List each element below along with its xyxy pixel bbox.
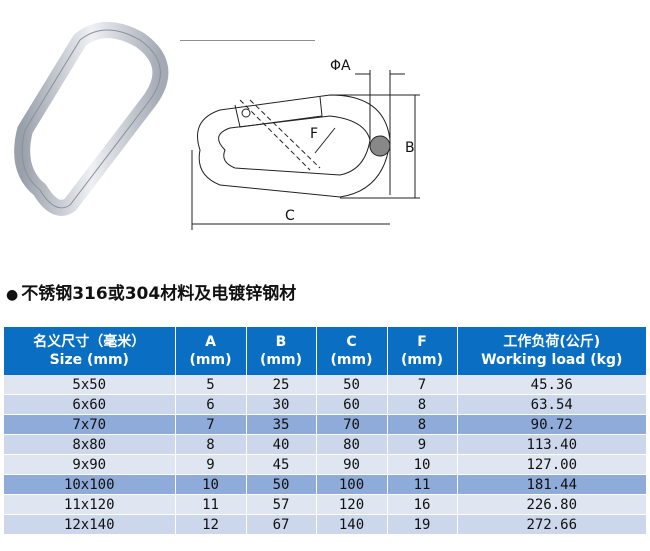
table-cell: 113.40: [457, 434, 647, 455]
table-row: 6x60 6 30 60 8 63.54: [4, 394, 647, 415]
header-cn: C: [346, 334, 357, 350]
table-cell: 6: [175, 394, 247, 415]
table-cell: 50: [316, 375, 388, 395]
table-cell: 5x50: [4, 375, 176, 395]
dim-label-c: C: [285, 208, 295, 224]
column-header: 名义尺寸（毫米） Size (mm): [4, 327, 176, 375]
column-header: 工作负荷(公斤) Working load (kg): [457, 327, 647, 375]
table-row: 9x90 9 45 90 10 127.00: [4, 454, 647, 475]
table-cell: 90.72: [457, 414, 647, 435]
table-cell: 80: [316, 434, 388, 455]
table-cell: 10: [175, 474, 247, 495]
header-en: Working load (kg): [481, 352, 623, 368]
table-cell: 11: [387, 474, 458, 495]
header-cn: 名义尺寸（毫米）: [33, 334, 146, 350]
table-cell: 9: [175, 454, 247, 475]
header-en: (mm): [260, 352, 302, 368]
table-cell: 9: [387, 434, 458, 455]
table-cell: 30: [246, 394, 317, 415]
header-en: (mm): [401, 352, 443, 368]
dim-label-f: F: [310, 126, 318, 142]
table-cell: 11x120: [4, 494, 176, 515]
table-cell: 45.36: [457, 375, 647, 395]
table-cell: 90: [316, 454, 388, 475]
table-cell: 16: [387, 494, 458, 515]
table-cell: 6x60: [4, 394, 176, 415]
table-cell: 8x80: [4, 434, 176, 455]
table-cell: 120: [316, 494, 388, 515]
table-cell: 8: [387, 414, 458, 435]
header-cn: 工作负荷(公斤): [503, 334, 601, 350]
table-cell: 45: [246, 454, 317, 475]
table-cell: 140: [316, 514, 388, 535]
table-cell: 100: [316, 474, 388, 495]
material-note: ● 不锈钢316或304材料及电镀锌钢材: [6, 279, 296, 304]
table-row: 8x80 8 40 80 9 113.40: [4, 434, 647, 455]
table-cell: 60: [316, 394, 388, 415]
table-cell: 8: [387, 394, 458, 415]
header-cn: F: [417, 334, 427, 350]
table-cell: 8: [175, 434, 247, 455]
table-cell: 5: [175, 375, 247, 395]
dimension-drawing: ΦA B C F: [180, 40, 420, 230]
column-header: B (mm): [246, 327, 317, 375]
table-row: 7x70 7 35 70 8 90.72: [4, 414, 647, 435]
table-cell: 10x100: [4, 474, 176, 495]
table-cell: 10: [387, 454, 458, 475]
bullet-icon: ●: [6, 287, 19, 303]
table-cell: 50: [246, 474, 317, 495]
table-row: 10x100 10 50 100 11 181.44: [4, 474, 647, 495]
dim-label-b: B: [405, 140, 415, 156]
table-cell: 67: [246, 514, 317, 535]
table-cell: 272.66: [457, 514, 647, 535]
header-en: Size (mm): [49, 352, 129, 368]
table-cell: 127.00: [457, 454, 647, 475]
header-en: (mm): [189, 352, 232, 368]
table-row: 11x120 11 57 120 16 226.80: [4, 494, 647, 515]
table-cell: 7x70: [4, 414, 176, 435]
header-en: (mm): [330, 352, 373, 368]
table-cell: 12: [175, 514, 247, 535]
table-cell: 7: [387, 375, 458, 395]
table-cell: 19: [387, 514, 458, 535]
column-header: A (mm): [175, 327, 247, 375]
table-row: 12x140 12 67 140 19 272.66: [4, 514, 647, 535]
table-cell: 35: [246, 414, 317, 435]
column-header: C (mm): [316, 327, 388, 375]
table-cell: 63.54: [457, 394, 647, 415]
column-header: F (mm): [387, 327, 458, 375]
table-cell: 12x140: [4, 514, 176, 535]
table-cell: 40: [246, 434, 317, 455]
header-cn: B: [275, 334, 287, 350]
material-note-text: 不锈钢316或304材料及电镀锌钢材: [21, 284, 297, 304]
table-cell: 57: [246, 494, 317, 515]
snap-hook-photo: [14, 22, 169, 216]
table-cell: 226.80: [457, 494, 647, 515]
table-cell: 181.44: [457, 474, 647, 495]
table-row: 5x50 5 25 50 7 45.36: [4, 375, 647, 395]
table-cell: 25: [246, 375, 317, 395]
spec-table: 名义尺寸（毫米） Size (mm) A (mm) B (mm) C (mm) F (mm) 工作负…: [4, 327, 647, 535]
table-cell: 9x90: [4, 454, 176, 475]
table-cell: 7: [175, 414, 247, 435]
table-cell: 11: [175, 494, 247, 515]
header-cn: A: [205, 334, 216, 350]
dim-label-a: ΦA: [330, 58, 351, 74]
table-cell: 70: [316, 414, 388, 435]
